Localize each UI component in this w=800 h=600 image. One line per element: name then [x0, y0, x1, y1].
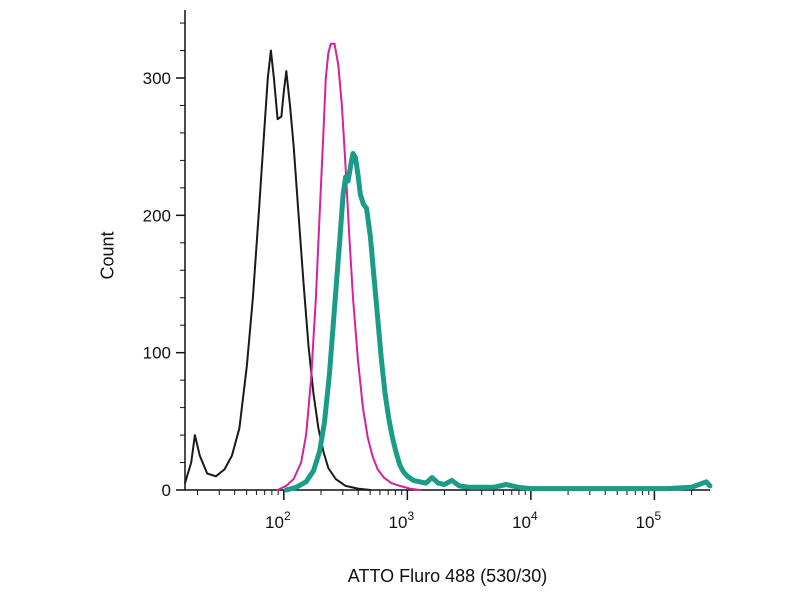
y-tick-label: 0 [162, 481, 171, 500]
y-tick-label: 100 [143, 344, 171, 363]
x-axis-title: ATTO Fluro 488 (530/30) [347, 566, 548, 586]
x-tick-label: 103 [389, 509, 415, 532]
series-magenta-curve [276, 42, 421, 491]
series-teal-curve [283, 151, 713, 493]
x-tick-label: 104 [512, 509, 538, 532]
y-tick-label: 300 [143, 69, 171, 88]
y-axis-title: Count [97, 231, 118, 280]
x-tick-label: 105 [636, 509, 662, 532]
y-tick-label: 200 [143, 206, 171, 225]
axes: 0 100 200 300 102 103 104 105 [143, 10, 710, 532]
x-tick-label: 102 [265, 509, 291, 532]
